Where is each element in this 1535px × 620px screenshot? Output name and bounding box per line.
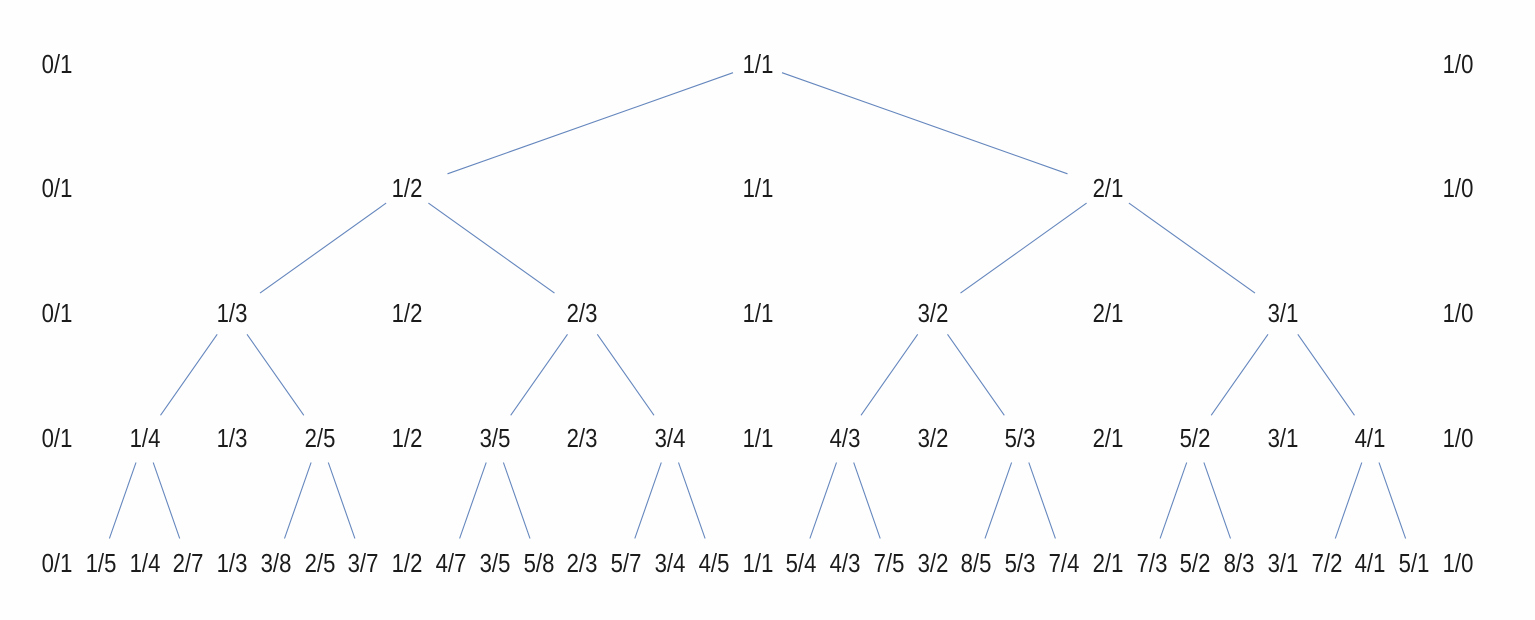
- fraction-label: 1/1: [742, 173, 773, 203]
- tree-edge: [502, 462, 531, 539]
- fraction-label: 5/2: [1179, 548, 1211, 578]
- fraction-label: 1/2: [391, 548, 423, 578]
- fraction-label: 5/8: [523, 548, 554, 578]
- fraction-label: 3/4: [654, 423, 686, 453]
- tree-edge: [634, 462, 662, 539]
- tree-edge: [1203, 462, 1232, 539]
- fraction-label: 3/2: [917, 548, 948, 578]
- tree-edge: [1128, 202, 1256, 294]
- fraction-label: 4/1: [1355, 423, 1386, 453]
- tree-edge: [459, 462, 487, 539]
- tree-edge: [781, 72, 1068, 175]
- tree-edge: [160, 333, 218, 416]
- fraction-label: 5/3: [1004, 548, 1036, 578]
- fraction-label: 1/5: [85, 548, 117, 578]
- fraction-label: 2/1: [1092, 423, 1124, 453]
- fraction-label: 2/7: [172, 548, 204, 578]
- fraction-label: 0/1: [41, 298, 73, 328]
- fraction-label: 3/8: [260, 548, 292, 578]
- fraction-label: 7/2: [1311, 548, 1343, 578]
- fraction-label: 4/3: [829, 548, 861, 578]
- fraction-label: 8/3: [1223, 548, 1255, 578]
- fraction-label: 1/1: [742, 49, 773, 79]
- fraction-label: 4/1: [1355, 548, 1386, 578]
- tree-edge: [596, 333, 655, 416]
- fraction-label: 2/3: [567, 548, 598, 578]
- tree-edge: [1297, 333, 1355, 416]
- tree-edge: [677, 462, 706, 539]
- fraction-label: 3/7: [348, 548, 379, 578]
- tree-edge: [1378, 462, 1407, 539]
- fraction-label: 1/4: [129, 423, 160, 453]
- tree-edge: [809, 462, 838, 539]
- fraction-label: 7/3: [1136, 548, 1167, 578]
- fraction-label: 3/5: [479, 423, 511, 453]
- fraction-label: 0/1: [41, 548, 73, 578]
- fraction-label: 3/1: [1267, 548, 1299, 578]
- fraction-label: 2/1: [1092, 548, 1124, 578]
- fraction-label: 1/2: [391, 173, 423, 203]
- tree-edge: [510, 333, 568, 416]
- fraction-label: 7/4: [1048, 548, 1080, 578]
- tree-edge: [1210, 333, 1269, 416]
- fraction-label: 2/3: [567, 423, 598, 453]
- tree-edge: [246, 333, 305, 416]
- fraction-label: 4/7: [435, 548, 467, 578]
- tree-edge: [984, 462, 1013, 539]
- tree-edge: [447, 72, 734, 175]
- tree-edge: [960, 202, 1087, 294]
- fraction-label: 5/4: [785, 548, 817, 578]
- fraction-label: 7/5: [873, 548, 905, 578]
- fraction-label: 1/0: [1442, 298, 1474, 328]
- tree-edge: [259, 202, 387, 294]
- fraction-label: 1/2: [391, 423, 423, 453]
- fraction-label: 1/0: [1442, 423, 1474, 453]
- fraction-label: 8/5: [961, 548, 992, 578]
- tree-edge: [108, 462, 137, 539]
- fraction-label: 1/0: [1442, 173, 1474, 203]
- fraction-label: 3/2: [917, 298, 948, 328]
- fraction-label: 5/7: [610, 548, 642, 578]
- fraction-label: 2/5: [304, 548, 336, 578]
- fraction-label: 3/4: [654, 548, 686, 578]
- tree-edge: [283, 462, 312, 539]
- tree-edge: [1334, 462, 1363, 539]
- tree-edge: [947, 333, 1005, 416]
- tree-edge: [1028, 462, 1056, 539]
- fraction-label: 1/1: [742, 298, 773, 328]
- fraction-label: 1/2: [391, 298, 423, 328]
- fraction-label: 1/3: [216, 298, 248, 328]
- fraction-label: 1/3: [216, 548, 248, 578]
- fraction-label: 2/5: [304, 423, 336, 453]
- fraction-label: 2/1: [1092, 173, 1124, 203]
- tree-edge: [428, 202, 555, 294]
- fraction-label: 5/1: [1398, 548, 1430, 578]
- fraction-label: 1/3: [216, 423, 248, 453]
- fraction-label: 3/1: [1267, 423, 1299, 453]
- fraction-label: 2/1: [1092, 298, 1124, 328]
- fraction-label: 0/1: [41, 173, 73, 203]
- fraction-label: 3/2: [917, 423, 948, 453]
- tree-edge: [860, 333, 919, 416]
- fraction-label: 4/3: [829, 423, 861, 453]
- fraction-label: 0/1: [41, 423, 73, 453]
- fraction-label: 0/1: [41, 49, 73, 79]
- tree-edge: [152, 462, 181, 539]
- fraction-label: 1/1: [742, 548, 773, 578]
- fraction-label: 1/0: [1442, 548, 1474, 578]
- tree-edge: [327, 462, 356, 539]
- fraction-label: 1/1: [742, 423, 773, 453]
- fraction-label: 2/3: [567, 298, 598, 328]
- tree-edge: [853, 462, 881, 539]
- fraction-label: 1/0: [1442, 49, 1474, 79]
- fraction-label: 3/1: [1267, 298, 1299, 328]
- fraction-label: 4/5: [698, 548, 730, 578]
- fraction-label: 1/4: [129, 548, 160, 578]
- fraction-label: 5/3: [1004, 423, 1036, 453]
- fraction-label: 3/5: [479, 548, 511, 578]
- tree-edge: [1159, 462, 1188, 539]
- fraction-label: 5/2: [1179, 423, 1211, 453]
